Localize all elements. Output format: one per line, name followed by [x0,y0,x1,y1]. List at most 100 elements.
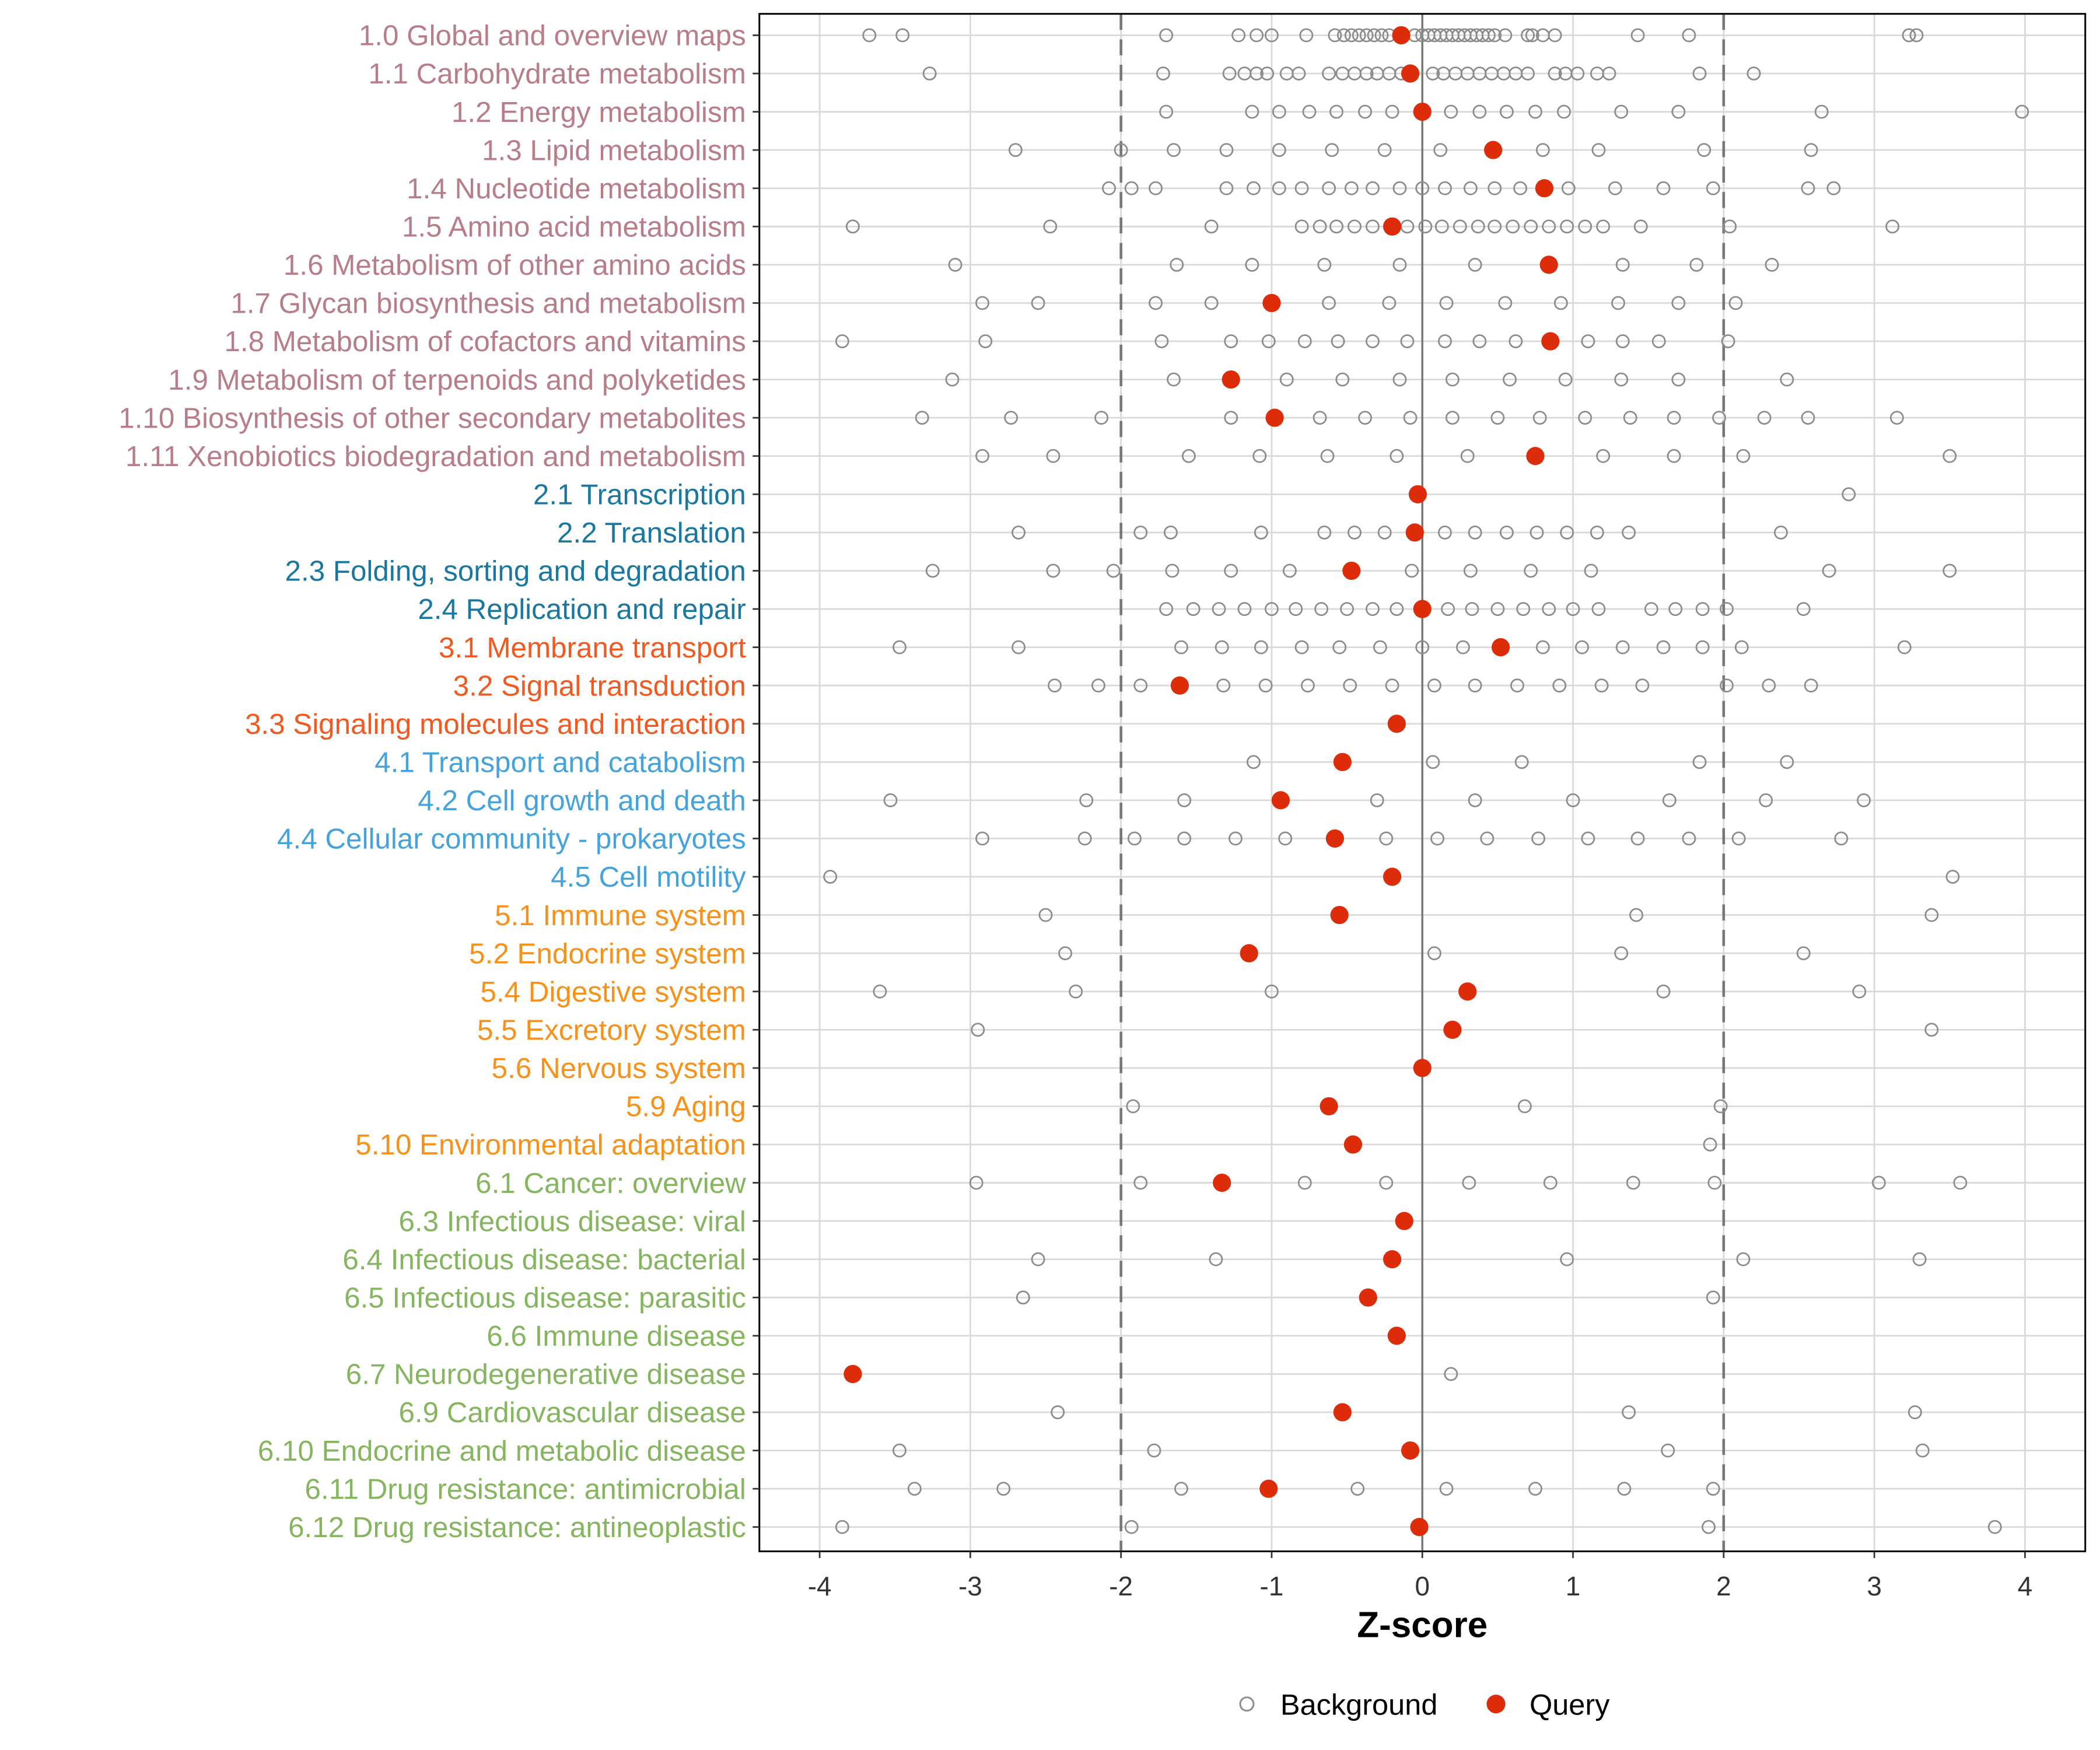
background-point [1723,219,1737,234]
background-point [1186,602,1200,616]
background-point [1231,28,1246,43]
background-point [1392,181,1407,195]
background-point [1780,755,1794,769]
background-point [1490,602,1505,616]
category-label: 6.11 Drug resistance: antimicrobial [305,1473,746,1505]
background-point [1250,28,1264,43]
query-point [1342,561,1361,580]
background-point [1615,334,1630,348]
background-point [1560,1252,1574,1266]
background-point [1682,28,1696,43]
background-point [1312,219,1327,234]
background-point [1510,678,1524,693]
x-tick-label: 2 [1716,1571,1731,1601]
query-point [1382,217,1402,236]
background-point [1506,219,1520,234]
background-point [1302,104,1317,119]
background-point [1301,678,1315,693]
query-point [1541,332,1560,351]
category-label: 6.1 Cancer: overview [475,1167,746,1199]
background-point [1366,181,1380,195]
background-point [1272,181,1286,195]
background-point [1468,678,1482,693]
background-point [1531,831,1546,846]
background-point [1322,181,1336,195]
background-point [969,1175,984,1190]
background-point [1366,602,1380,616]
background-point [1584,564,1598,578]
background-point [1260,66,1275,80]
background-point [1224,564,1238,578]
background-point [1682,831,1696,846]
background-point [1578,219,1592,234]
background-point [1780,372,1794,387]
background-point [1706,1290,1720,1305]
x-axis-title: Z-score [1357,1605,1488,1645]
background-point [1521,66,1535,80]
background-point [1517,1099,1532,1114]
background-point [1596,219,1611,234]
background-point [1272,104,1286,119]
background-point [2015,104,2029,119]
background-point [1265,984,1279,999]
background-point [1366,219,1380,234]
category-label: 2.3 Folding, sorting and degradation [285,555,746,587]
background-point [1337,28,1351,43]
category-label: 3.3 Signaling molecules and interaction [245,708,746,740]
background-point [1317,525,1332,540]
background-point [971,1023,985,1037]
background-point [1322,66,1336,80]
background-point [1581,831,1595,846]
background-point [1320,449,1335,463]
background-point [1692,755,1707,769]
category-label: 3.1 Membrane transport [439,632,746,664]
background-point [1359,66,1374,80]
background-point [1403,411,1418,425]
background-point [1252,449,1267,463]
background-point [1181,449,1196,463]
background-point [1561,181,1576,195]
background-point [1759,793,1773,807]
background-point [1237,602,1252,616]
background-point [1535,640,1550,654]
background-point [1254,640,1268,654]
background-point [1438,334,1452,348]
background-point [1514,755,1529,769]
background-point [1721,334,1735,348]
background-point [1566,793,1580,807]
background-point [1043,219,1058,234]
reference-lines [1119,13,1726,1552]
background-point [948,257,963,272]
background-point [1294,219,1309,234]
background-point [1170,257,1184,272]
background-point [1159,602,1174,616]
background-point [1348,525,1362,540]
background-point [1016,1290,1030,1305]
background-point [1392,372,1407,387]
background-point [1629,908,1643,922]
background-point [1524,219,1538,234]
background-point [1344,28,1359,43]
background-point [1490,411,1505,425]
background-point [1433,143,1448,158]
background-point [1480,831,1494,846]
background-point [1377,525,1392,540]
background-point [1358,104,1373,119]
background-point [1219,181,1234,195]
background-point [1689,257,1704,272]
background-point [1094,411,1109,425]
background-point [1889,411,1904,425]
background-point [1671,104,1686,119]
background-point [1720,602,1734,616]
background-point [1885,219,1900,234]
background-point [1622,525,1636,540]
background-point [1278,831,1293,846]
background-point [1154,334,1169,348]
category-label: 5.10 Environmental adaptation [355,1129,746,1161]
background-point [1367,28,1381,43]
query-point [1443,1020,1462,1039]
background-point [1635,678,1650,693]
background-point [1552,678,1567,693]
background-point [1630,28,1645,43]
background-point [1557,104,1571,119]
